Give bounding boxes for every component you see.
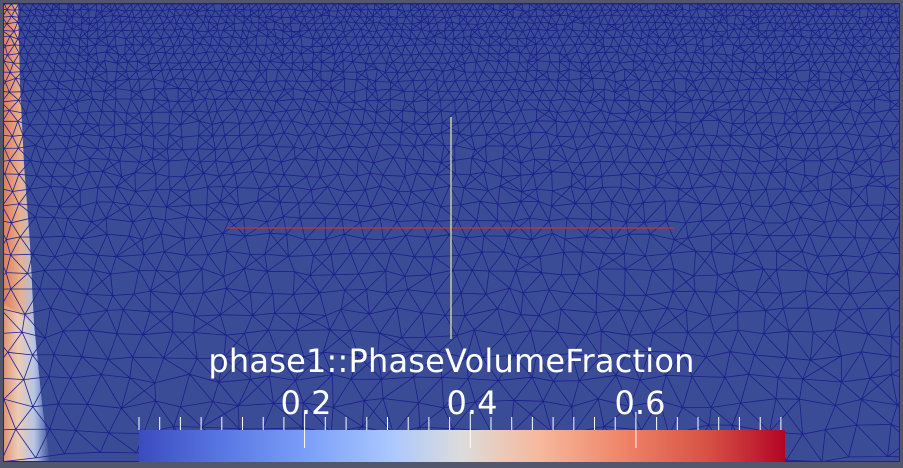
triangle-mesh xyxy=(4,4,899,461)
colorbar-ticks xyxy=(138,412,782,448)
colorbar-tick-label-2: 0.6 xyxy=(614,384,666,422)
colorbar-strip xyxy=(139,430,785,462)
colorbar-tick-label-0: 0.2 xyxy=(280,384,332,422)
render-area[interactable] xyxy=(3,3,900,462)
mesh-edges xyxy=(4,4,899,461)
mesh-canvas[interactable] xyxy=(4,4,900,462)
colorbar-tick-label-1: 0.4 xyxy=(446,384,498,422)
colorbar-title: phase1::PhaseVolumeFraction xyxy=(208,342,695,380)
left-wall-phase-region-lower xyxy=(4,304,50,461)
